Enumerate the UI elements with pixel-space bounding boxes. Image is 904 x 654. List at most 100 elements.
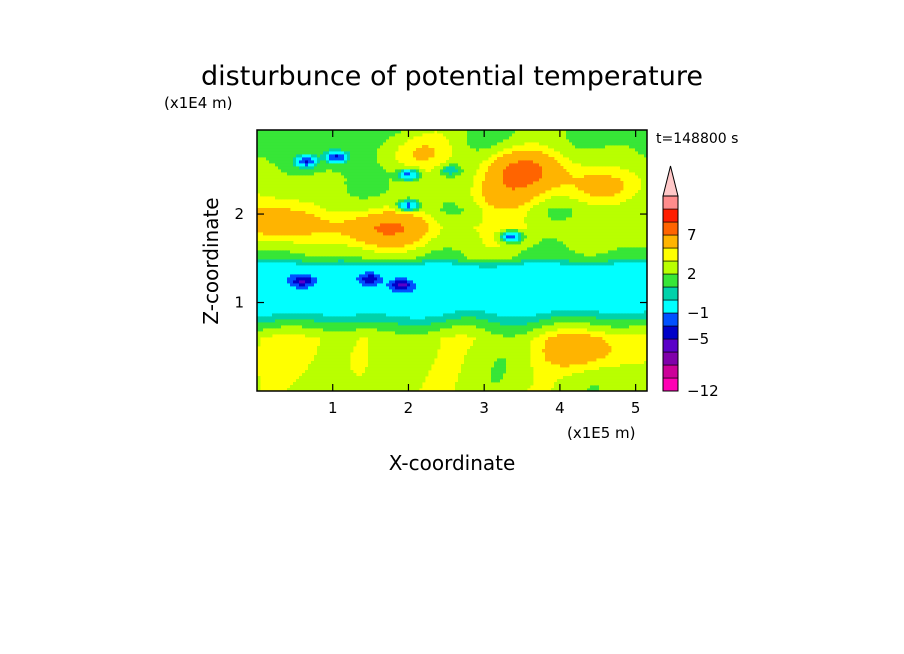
field-cell (317, 274, 321, 278)
field-cell (518, 388, 522, 391)
field-cell (431, 295, 435, 299)
field-cell (326, 385, 330, 389)
field-cell (467, 280, 471, 284)
field-cell (344, 298, 348, 302)
field-cell (371, 310, 375, 314)
field-cell (461, 364, 465, 368)
field-cell (599, 259, 603, 263)
field-cell (287, 274, 291, 278)
field-cell (536, 310, 540, 314)
field-cell (533, 313, 537, 317)
field-cell (614, 313, 618, 317)
field-cell (644, 307, 647, 311)
field-cell (527, 259, 531, 263)
field-cell (413, 382, 417, 386)
field-cell (413, 337, 417, 341)
field-cell (479, 364, 483, 368)
field-cell (623, 328, 627, 332)
field-cell (413, 319, 417, 323)
field-cell (527, 361, 531, 365)
field-cell (482, 265, 486, 269)
field-cell (614, 328, 618, 332)
field-cell (557, 310, 561, 314)
field-cell (329, 304, 333, 308)
field-cell (485, 265, 489, 269)
field-cell (623, 325, 627, 329)
field-cell (608, 376, 612, 380)
field-cell (332, 373, 336, 377)
field-cell (473, 334, 477, 338)
field-cell (284, 256, 288, 260)
field-cell (572, 259, 576, 263)
field-cell (476, 349, 480, 353)
field-cell (536, 283, 540, 287)
field-cell (413, 286, 417, 290)
field-cell (380, 355, 384, 359)
field-cell (635, 259, 639, 263)
field-cell (380, 364, 384, 368)
field-cell (569, 265, 573, 269)
field-cell (383, 259, 387, 263)
field-cell (434, 313, 438, 317)
field-cell (407, 319, 411, 323)
field-cell (497, 385, 501, 389)
field-cell (566, 337, 570, 341)
field-cell (575, 322, 579, 326)
field-cell (641, 259, 645, 263)
field-cell (377, 289, 381, 293)
field-cell (593, 268, 597, 272)
field-cell (371, 301, 375, 305)
field-cell (542, 322, 546, 326)
field-cell (515, 259, 519, 263)
field-cell (377, 376, 381, 380)
field-cell (278, 316, 282, 320)
field-cell (290, 319, 294, 323)
field-cell (455, 274, 459, 278)
field-cell (338, 298, 342, 302)
field-cell (632, 313, 636, 317)
field-cell (572, 358, 576, 362)
field-cell (311, 370, 315, 374)
field-cell (284, 253, 288, 257)
field-cell (419, 325, 423, 329)
field-cell (629, 331, 633, 335)
field-cell (317, 289, 321, 293)
field-cell (401, 265, 405, 269)
field-cell (368, 346, 372, 350)
field-cell (488, 271, 492, 275)
field-cell (320, 328, 324, 332)
field-cell (266, 328, 270, 332)
field-cell (530, 274, 534, 278)
field-cell (260, 256, 264, 260)
field-cell (464, 310, 468, 314)
field-cell (503, 382, 507, 386)
field-cell (461, 316, 465, 320)
field-cell (398, 370, 402, 374)
field-cell (488, 379, 492, 383)
field-cell (404, 388, 408, 391)
field-cell (299, 322, 303, 326)
field-cell (305, 376, 309, 380)
field-cell (560, 340, 564, 344)
field-cell (548, 325, 552, 329)
field-cell (353, 280, 357, 284)
field-cell (386, 367, 390, 371)
field-cell (365, 370, 369, 374)
field-cell (263, 256, 267, 260)
field-cell (626, 367, 630, 371)
field-cell (296, 265, 300, 269)
field-cell (578, 316, 582, 320)
field-cell (503, 343, 507, 347)
field-cell (518, 277, 522, 281)
field-cell (344, 286, 348, 290)
field-cell (419, 286, 423, 290)
field-cell (548, 289, 552, 293)
field-cell (314, 268, 318, 272)
field-cell (557, 343, 561, 347)
field-cell (491, 286, 495, 290)
field-cell (311, 271, 315, 275)
field-cell (587, 304, 591, 308)
field-cell (632, 292, 636, 296)
field-cell (320, 310, 324, 314)
field-cell (371, 388, 375, 391)
